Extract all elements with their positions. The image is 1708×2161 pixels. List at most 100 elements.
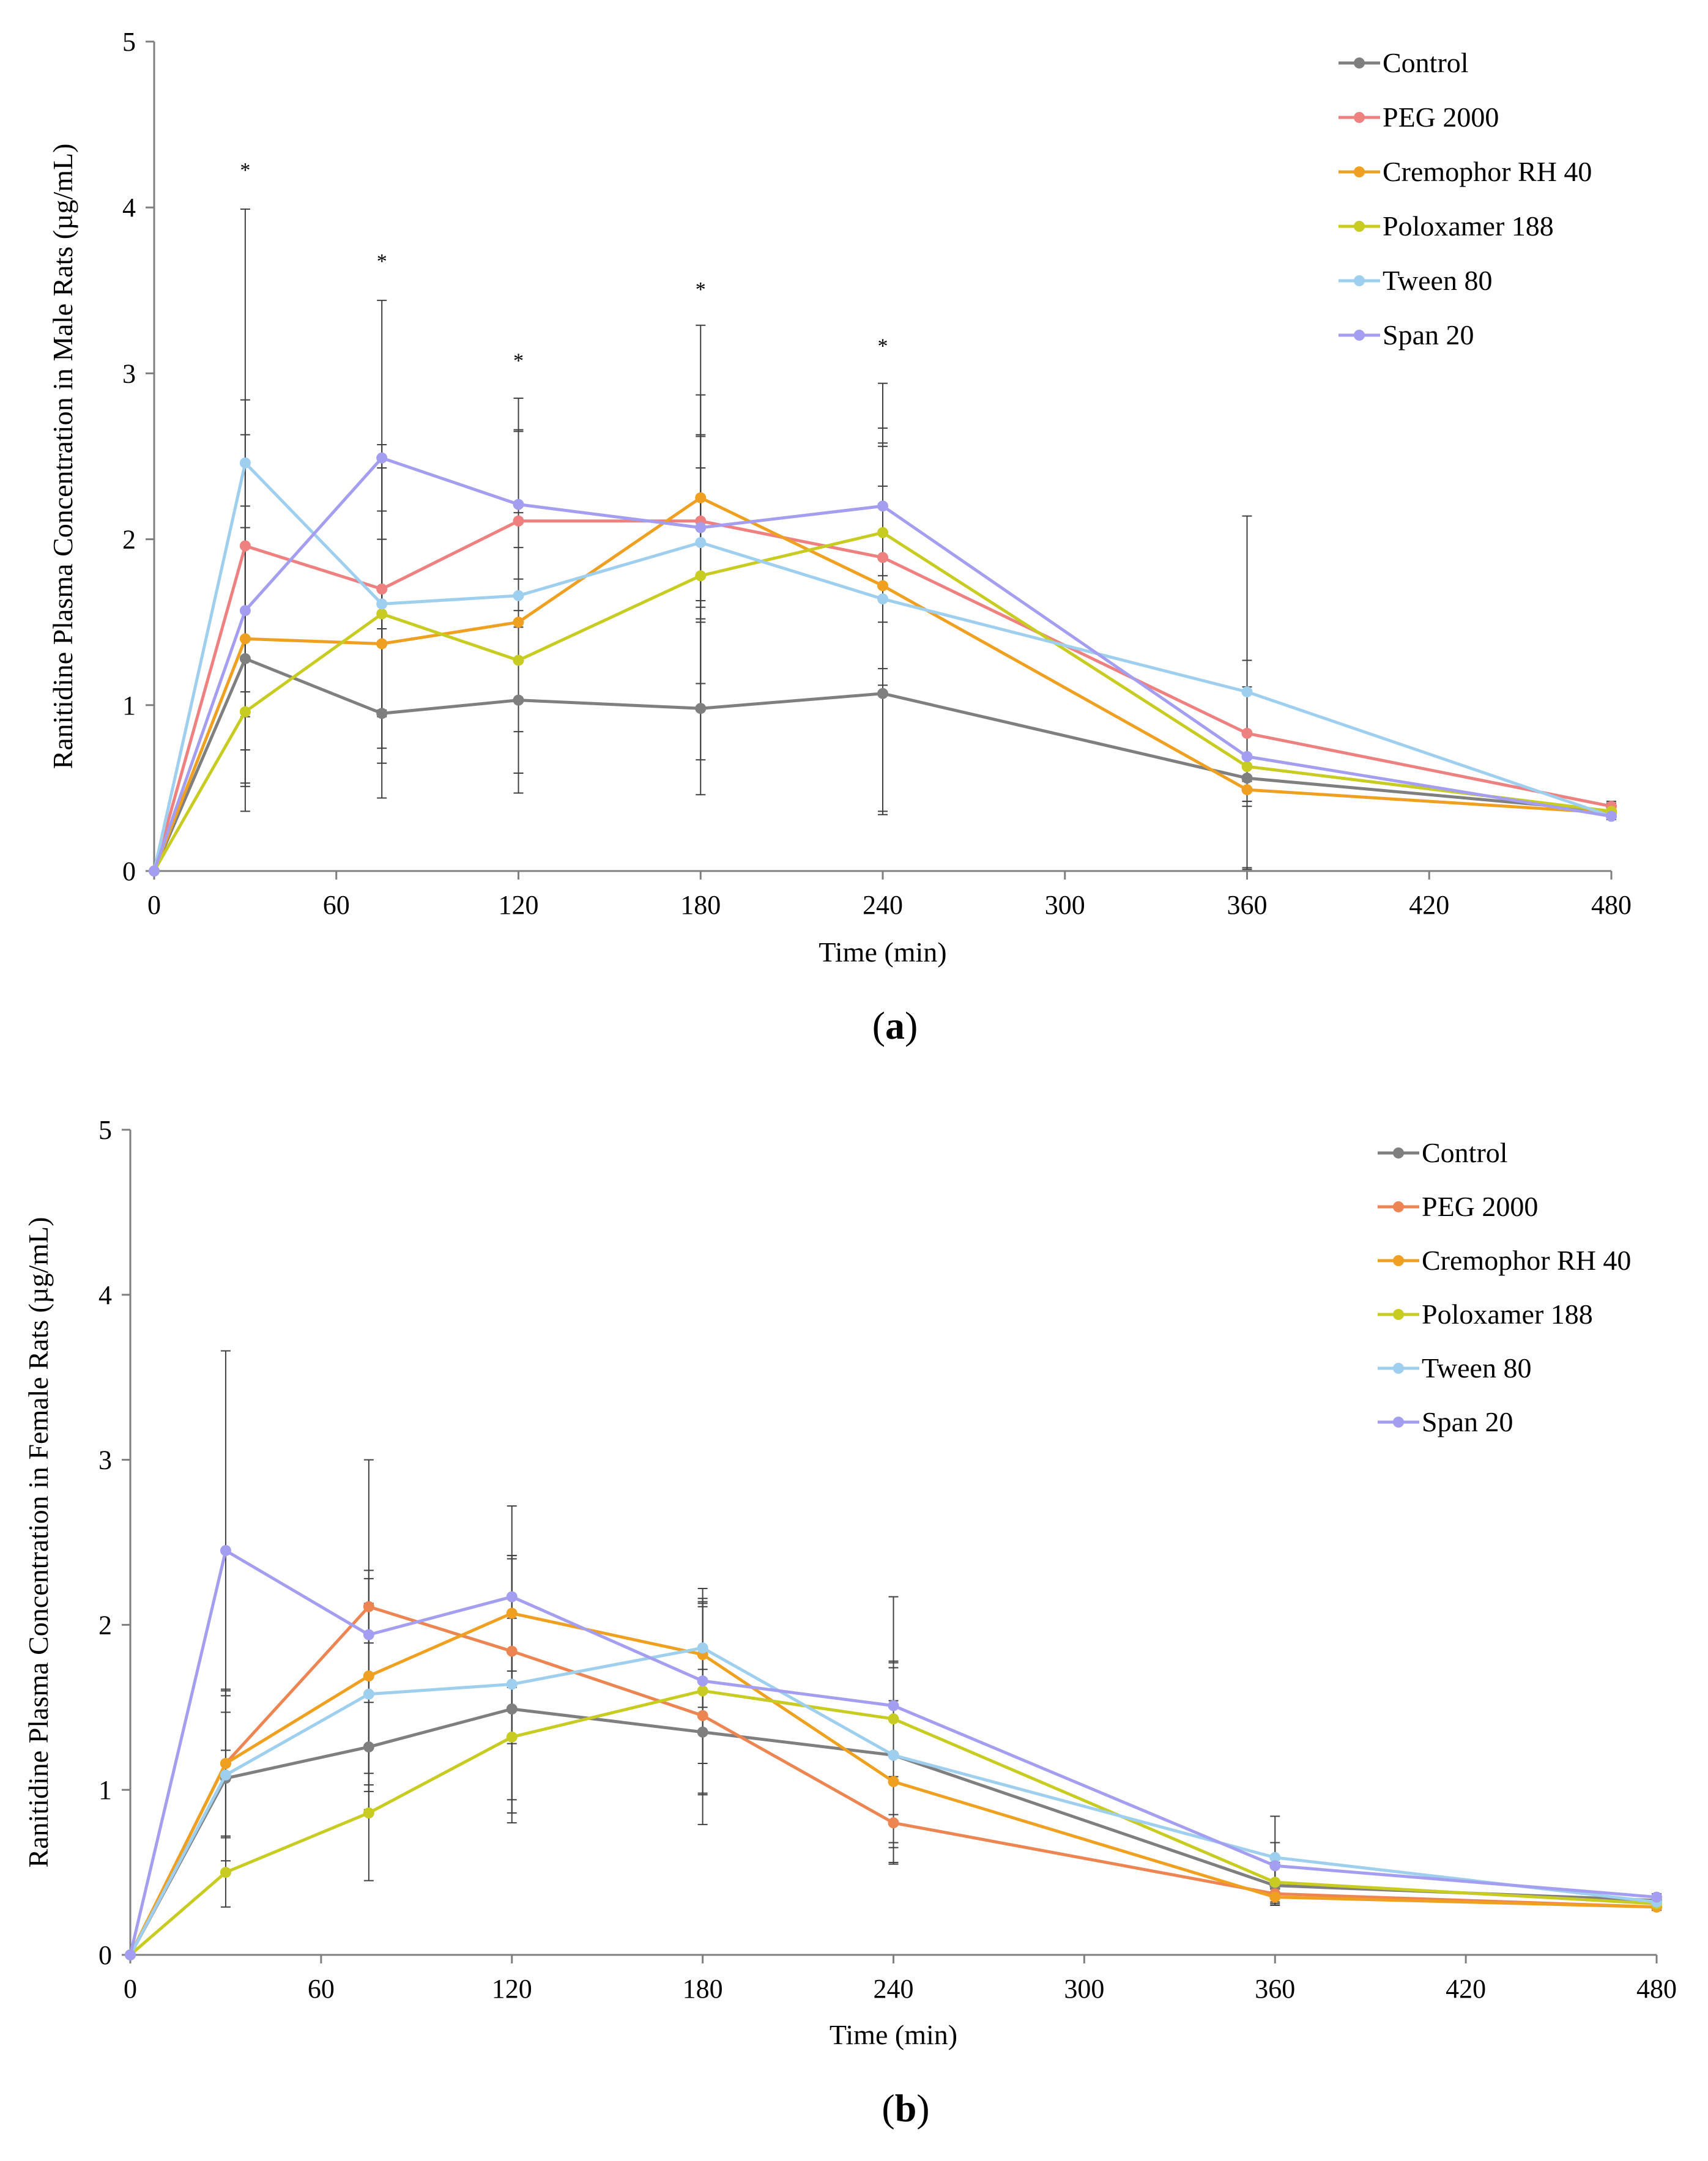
data-point — [877, 580, 888, 591]
x-tick-label: 480 — [1591, 890, 1632, 920]
data-point — [888, 1776, 899, 1787]
data-point — [363, 1629, 374, 1640]
data-point — [363, 1601, 374, 1612]
data-point — [125, 1949, 136, 1960]
data-point — [376, 638, 388, 650]
x-tick-label: 420 — [1409, 890, 1449, 920]
legend-label: Span 20 — [1422, 1406, 1513, 1437]
legend-swatch-marker — [1393, 1363, 1404, 1374]
panel-label: (a) — [872, 1004, 918, 1047]
x-tick-label: 60 — [323, 890, 350, 920]
x-tick-label: 240 — [874, 1974, 914, 2004]
y-tick-label: 2 — [98, 1610, 112, 1640]
legend-label: Tween 80 — [1422, 1352, 1531, 1384]
series-line — [152, 531, 1612, 872]
legend-label: PEG 2000 — [1383, 102, 1499, 133]
legend-swatch-marker — [1393, 1309, 1404, 1320]
legend-label: Cremophor RH 40 — [1383, 156, 1592, 187]
series-line — [152, 657, 1612, 872]
x-tick-label: 120 — [499, 890, 539, 920]
data-point — [1241, 727, 1253, 739]
series-line — [128, 1549, 1657, 1955]
y-tick-label: 0 — [98, 1940, 112, 1970]
data-point — [1241, 686, 1253, 698]
data-point — [695, 537, 707, 549]
data-point — [363, 1741, 374, 1753]
legend-swatch-marker — [1354, 275, 1365, 286]
data-point — [1269, 1851, 1281, 1863]
legend-label: PEG 2000 — [1422, 1191, 1538, 1222]
legend-label: Cremophor RH 40 — [1422, 1245, 1631, 1276]
data-point — [877, 552, 888, 563]
x-tick-label: 480 — [1636, 1974, 1677, 2004]
series-line — [152, 496, 1612, 872]
legend: Control PEG 2000 Cremophor RH 40 Poloxamer … — [1339, 47, 1592, 350]
data-point — [513, 499, 524, 510]
x-tick-label: 180 — [683, 1974, 723, 2004]
data-point — [888, 1817, 899, 1829]
data-point — [697, 1642, 708, 1654]
data-point — [697, 1675, 708, 1687]
data-point — [506, 1678, 518, 1690]
data-point — [888, 1713, 899, 1725]
significance-mark: * — [377, 250, 387, 273]
data-point — [220, 1769, 231, 1781]
data-point — [1269, 1891, 1281, 1903]
x-tick-label: 180 — [680, 890, 721, 920]
data-point — [1269, 1877, 1281, 1888]
data-point — [1241, 751, 1253, 762]
data-point — [376, 452, 388, 464]
legend-swatch-marker — [1393, 1147, 1404, 1158]
x-tick-label: 360 — [1227, 890, 1268, 920]
data-point — [1241, 761, 1253, 773]
data-point — [220, 1544, 231, 1556]
significance-mark: * — [240, 159, 250, 182]
data-point — [363, 1807, 374, 1818]
x-tick-label: 420 — [1446, 1974, 1486, 2004]
x-tick-label: 0 — [147, 890, 161, 920]
y-tick-label: 4 — [122, 193, 136, 223]
legend-label: Poloxamer 188 — [1383, 210, 1554, 242]
x-tick-label: 60 — [308, 1974, 335, 2004]
data-point — [506, 1703, 518, 1714]
data-point — [239, 457, 251, 469]
x-tick-label: 300 — [1045, 890, 1085, 920]
data-point — [220, 1867, 231, 1878]
x-axis-title: Time (min) — [830, 2019, 957, 2050]
series-line — [128, 1605, 1657, 1956]
y-tick-label: 2 — [122, 525, 136, 555]
data-point — [513, 590, 524, 601]
data-point — [888, 1749, 899, 1761]
y-tick-label: 5 — [122, 27, 136, 57]
data-point — [877, 527, 888, 538]
data-point — [506, 1731, 518, 1743]
data-point — [376, 608, 388, 620]
legend-swatch-marker — [1354, 330, 1365, 341]
legend-label: Span 20 — [1383, 319, 1474, 350]
data-point — [697, 1710, 708, 1721]
x-tick-label: 360 — [1255, 1974, 1295, 2004]
data-point — [877, 688, 888, 699]
legend-swatch-marker — [1354, 112, 1365, 123]
series-line — [152, 461, 1612, 872]
series-line — [128, 1707, 1657, 1956]
data-point — [1651, 1891, 1662, 1903]
data-point — [239, 706, 251, 717]
data-point — [697, 1726, 708, 1738]
x-tick-label: 120 — [492, 1974, 532, 2004]
y-tick-label: 3 — [98, 1445, 112, 1475]
significance-mark: * — [878, 335, 888, 357]
data-point — [697, 1685, 708, 1697]
y-tick-label: 5 — [98, 1115, 112, 1145]
chart-panel-a: 0 1 2 3 4 5 0 60 120 180 240 300 360 420 480 Time (min)… — [47, 27, 1632, 1047]
data-point — [877, 500, 888, 512]
data-point — [239, 540, 251, 552]
data-point — [239, 633, 251, 645]
data-point — [376, 598, 388, 610]
legend-swatch-marker — [1393, 1201, 1404, 1212]
legend-label: Control — [1383, 47, 1469, 78]
data-point — [1269, 1860, 1281, 1872]
y-axis-title: Ranitidine Plasma Concentration in Male … — [47, 144, 78, 769]
data-point — [513, 654, 524, 666]
